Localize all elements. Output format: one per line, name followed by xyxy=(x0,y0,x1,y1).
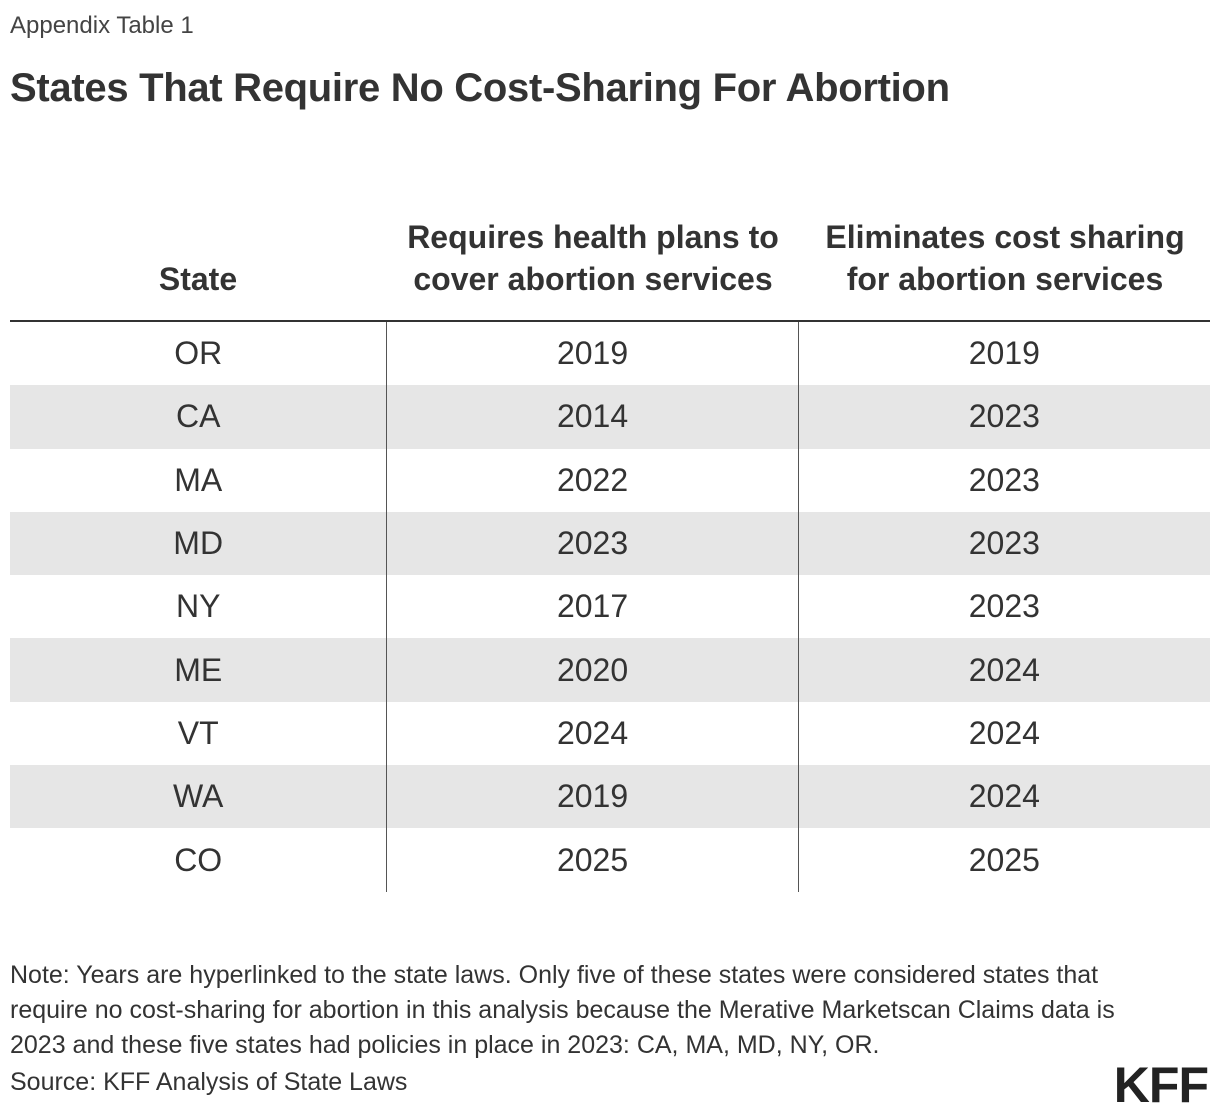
table-row: ME 2020 2024 xyxy=(10,638,1210,702)
requires-coverage-year-link[interactable]: 2014 xyxy=(387,385,799,449)
kff-logo: KFF xyxy=(1113,1057,1209,1113)
state-cell: MA xyxy=(10,448,388,512)
state-cell: NY xyxy=(10,575,388,639)
state-cell: VT xyxy=(10,701,388,766)
table-row: CA 2014 2023 xyxy=(10,385,1210,449)
eliminates-cost-sharing-year-link[interactable]: 2023 xyxy=(968,588,1040,625)
state-cell: OR xyxy=(10,322,388,386)
table-row: OR 2019 2019 xyxy=(10,322,1210,386)
requires-coverage-year-link[interactable]: 2024 xyxy=(387,701,799,766)
state-cell: MD xyxy=(10,511,388,576)
eliminates-cost-sharing-year-link[interactable]: 2019 xyxy=(968,335,1040,372)
column-header-state: State xyxy=(158,261,238,297)
eliminates-cost-sharing-year-link[interactable]: 2023 xyxy=(968,461,1040,498)
requires-coverage-year-link[interactable]: 2019 xyxy=(387,765,799,829)
page-title: States That Require No Cost-Sharing For … xyxy=(10,66,950,110)
kicker-label: Appendix Table 1 xyxy=(10,12,194,39)
source-line: Source: KFF Analysis of State Laws xyxy=(10,1068,408,1096)
eliminates-cost-sharing-year-link[interactable]: 2023 xyxy=(968,525,1040,562)
column-header-requires-coverage: Requires health plans to cover abortion … xyxy=(407,219,779,297)
state-cell: ME xyxy=(10,638,388,702)
table-row: VT 2024 2024 xyxy=(10,701,1210,766)
eliminates-cost-sharing-year-link[interactable]: 2023 xyxy=(968,398,1040,435)
table-row: MA 2022 2023 xyxy=(10,448,1210,512)
table-body: OR 2019 2019 CA 2014 2023 MA 2022 2023 MD 2023 2023… xyxy=(10,322,1210,892)
requires-coverage-year-link[interactable]: 2019 xyxy=(387,322,799,386)
state-cell: WA xyxy=(10,765,388,829)
requires-coverage-year-link[interactable]: 2017 xyxy=(387,575,799,639)
table-row: MD 2023 2023 xyxy=(10,511,1210,576)
eliminates-cost-sharing-year-link[interactable]: 2024 xyxy=(968,714,1040,751)
table-row: WA 2019 2024 xyxy=(10,765,1210,829)
requires-coverage-year-link[interactable]: 2020 xyxy=(387,638,799,702)
eliminates-cost-sharing-year-link[interactable]: 2024 xyxy=(968,778,1040,815)
footnote: Note: Years are hyperlinked to the state… xyxy=(10,961,1115,1059)
eliminates-cost-sharing-year-link[interactable]: 2024 xyxy=(968,651,1040,688)
eliminates-cost-sharing-year-link[interactable]: 2025 xyxy=(968,841,1040,878)
state-cell: CO xyxy=(10,828,388,892)
column-header-eliminates-cost-sharing: Eliminates cost sharing for abortion ser… xyxy=(825,219,1185,297)
state-cell: CA xyxy=(10,385,388,449)
requires-coverage-year-link[interactable]: 2023 xyxy=(387,511,799,576)
requires-coverage-year-link[interactable]: 2022 xyxy=(387,448,799,512)
requires-coverage-year-link[interactable]: 2025 xyxy=(387,828,799,892)
table-row: CO 2025 2025 xyxy=(10,828,1210,892)
table-header: State Requires health plans to cover abo… xyxy=(10,160,1210,322)
table-row: NY 2017 2023 xyxy=(10,575,1210,639)
data-table: State Requires health plans to cover abo… xyxy=(10,160,1210,892)
